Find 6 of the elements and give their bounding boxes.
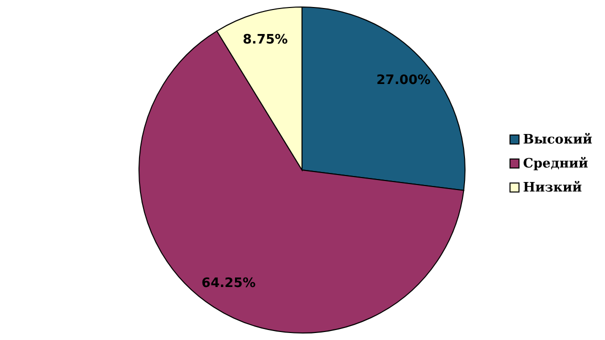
data-label: 27.00% — [376, 73, 431, 88]
legend-label: Низкий — [523, 180, 582, 196]
legend-label: Высокий — [523, 132, 593, 148]
data-label: 8.75% — [242, 32, 288, 48]
legend-label: Средний — [523, 156, 589, 172]
data-label: 64.25% — [202, 276, 256, 292]
